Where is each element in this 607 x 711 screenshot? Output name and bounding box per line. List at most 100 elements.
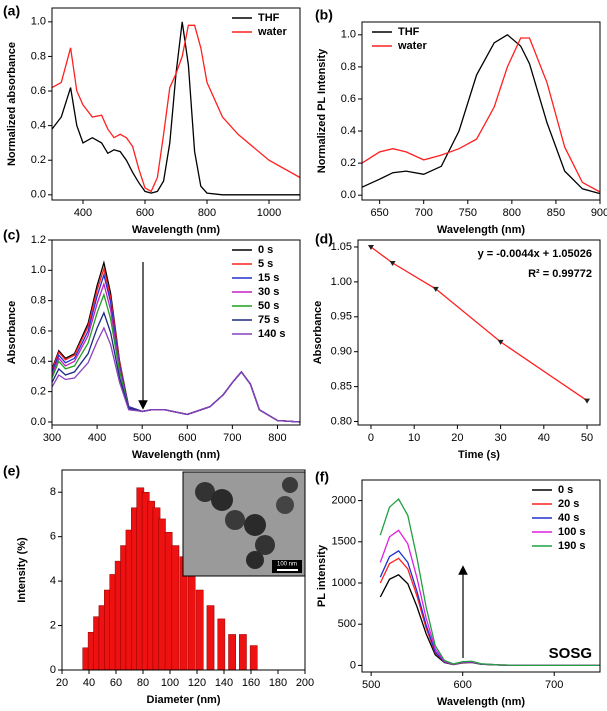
x-tick-label: 50: [581, 432, 593, 444]
plot-frame: [361, 479, 601, 673]
x-tick-label: 0: [368, 432, 374, 444]
point: [584, 398, 591, 404]
annotation: R² = 0.99772: [528, 268, 592, 280]
plot-frame: [51, 239, 301, 426]
bar: [228, 634, 236, 671]
y-tick-label: 0.0: [341, 189, 356, 201]
x-tick-label: 500: [133, 432, 151, 444]
y-axis-label: Absorbance: [312, 301, 324, 365]
y-tick-label: 0: [350, 659, 356, 671]
panel-label: (a): [3, 3, 20, 19]
y-tick-label: 0.2: [31, 154, 46, 166]
scale-label: 100 nm: [277, 562, 297, 568]
y-tick-label: 0.4: [341, 125, 356, 137]
plot-frame: [361, 21, 601, 201]
y-axis-label: Intensity (%): [16, 537, 28, 603]
y-tick-label: 8: [50, 486, 56, 498]
y-tick-label: 0.6: [31, 85, 46, 97]
y-axis-label: Normalized PL Intensity: [316, 48, 328, 173]
series-line: [51, 326, 301, 423]
x-tick-label: 900: [591, 207, 607, 219]
x-tick-label: 40: [83, 677, 95, 689]
y-tick-label: 0.90: [331, 346, 352, 358]
y-tick-label: 1.00: [331, 276, 352, 288]
particle: [255, 535, 275, 555]
y-axis-label: Normalized absorbance: [6, 42, 18, 166]
panel-label: (e): [3, 463, 20, 479]
panel-label: (b): [315, 7, 333, 23]
x-tick-label: 700: [223, 432, 241, 444]
legend-label: 100 s: [558, 526, 586, 538]
x-tick-label: 600: [136, 207, 154, 219]
x-tick-label: 600: [454, 679, 472, 691]
y-tick-label: 0.85: [331, 381, 352, 393]
x-tick-label: 40: [538, 432, 550, 444]
legend-label: 0 s: [558, 484, 573, 496]
series-line: [51, 21, 300, 196]
x-tick-label: 400: [74, 207, 92, 219]
y-axis-label: Absorbance: [6, 301, 18, 365]
legend-label: 30 s: [258, 286, 279, 298]
annotation: SOSG: [549, 645, 592, 662]
bar: [158, 518, 166, 671]
x-tick-label: 300: [43, 432, 61, 444]
annotation: y = -0.0044x + 1.05026: [478, 248, 592, 260]
y-tick-label: 0.0: [31, 416, 46, 428]
x-tick-label: 140: [215, 677, 233, 689]
y-tick-label: 6: [50, 531, 56, 543]
x-tick-label: 800: [503, 207, 521, 219]
x-axis-label: Wavelength (nm): [437, 696, 526, 708]
series-line: [361, 34, 601, 195]
y-tick-label: 1.0: [341, 29, 356, 41]
particle: [211, 489, 233, 511]
particle: [244, 514, 266, 536]
x-tick-label: 20: [56, 677, 68, 689]
y-tick-label: 0.2: [341, 157, 356, 169]
y-tick-label: 1500: [332, 536, 356, 548]
x-axis-label: Wavelength (nm): [132, 449, 221, 461]
x-tick-label: 60: [110, 677, 122, 689]
point: [497, 339, 504, 345]
point: [367, 244, 374, 250]
series-line: [379, 497, 600, 667]
point: [432, 286, 439, 292]
x-tick-label: 800: [198, 207, 216, 219]
y-tick-label: 1.2: [31, 234, 46, 246]
y-tick-label: 2: [50, 619, 56, 631]
panel: (f) Wavelength (nm) PL intensity 500 600 700 0…: [315, 469, 601, 708]
legend-label: 50 s: [258, 300, 279, 312]
y-tick-label: 500: [338, 618, 356, 630]
legend-label: 0 s: [258, 244, 273, 256]
point: [389, 261, 396, 267]
particle: [276, 496, 294, 514]
x-tick-label: 500: [362, 679, 380, 691]
bar: [187, 571, 196, 671]
legend-label: THF: [398, 26, 420, 38]
x-tick-label: 120: [188, 677, 206, 689]
y-tick-label: 1.05: [331, 241, 352, 253]
bar: [249, 645, 258, 671]
legend-label: 40 s: [558, 512, 579, 524]
y-tick-label: 0: [50, 664, 56, 676]
x-tick-label: 750: [459, 207, 477, 219]
panel: (a) Wavelength (nm) Normalized absorbance 4…: [3, 3, 301, 236]
x-tick-label: 10: [408, 432, 420, 444]
x-axis-label: Time (s): [458, 449, 500, 461]
legend-label: 140 s: [258, 328, 286, 340]
bar: [239, 634, 247, 671]
x-tick-label: 100: [161, 677, 179, 689]
plot-frame: [51, 7, 301, 201]
panel: (e)Diameter (nm)Intensity (%)20 40 60 80 100…: [3, 463, 314, 706]
y-tick-label: 0.4: [31, 355, 46, 367]
x-tick-label: 800: [268, 432, 286, 444]
x-tick-label: 200: [296, 677, 314, 689]
bar: [195, 589, 204, 671]
plot-frame: [357, 239, 601, 426]
y-tick-label: 0.4: [31, 120, 46, 132]
x-tick-label: 30: [494, 432, 506, 444]
panel: (c) Wavelength (nm) Absorbance 300 400 500 600…: [3, 227, 301, 461]
particle: [195, 482, 215, 502]
legend-label: 75 s: [258, 314, 279, 326]
y-tick-label: 0.8: [31, 50, 46, 62]
